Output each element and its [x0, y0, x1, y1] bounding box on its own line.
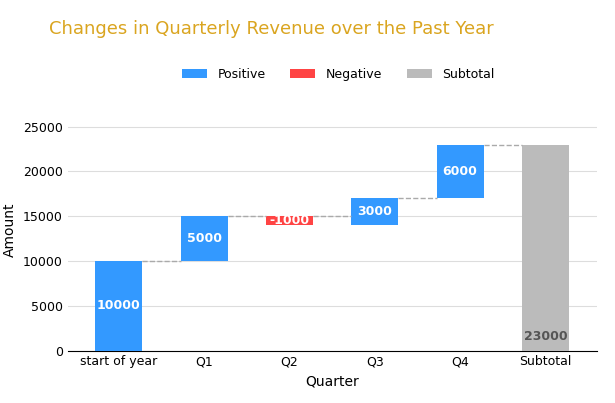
Text: 5000: 5000 — [186, 232, 221, 245]
Legend: Positive, Negative, Subtotal: Positive, Negative, Subtotal — [177, 63, 499, 86]
X-axis label: Quarter: Quarter — [305, 374, 359, 388]
Text: 6000: 6000 — [443, 165, 477, 178]
Y-axis label: Amount: Amount — [3, 202, 17, 257]
Text: 3000: 3000 — [357, 205, 392, 218]
Bar — [437, 145, 483, 198]
Bar — [351, 198, 399, 225]
Bar — [181, 216, 228, 261]
Text: 23000: 23000 — [523, 330, 567, 343]
Bar — [266, 216, 313, 225]
Text: 10000: 10000 — [97, 299, 141, 312]
Bar — [95, 261, 142, 351]
Bar — [522, 145, 569, 351]
Text: -1000: -1000 — [269, 214, 309, 227]
Text: Changes in Quarterly Revenue over the Past Year: Changes in Quarterly Revenue over the Pa… — [49, 20, 494, 38]
